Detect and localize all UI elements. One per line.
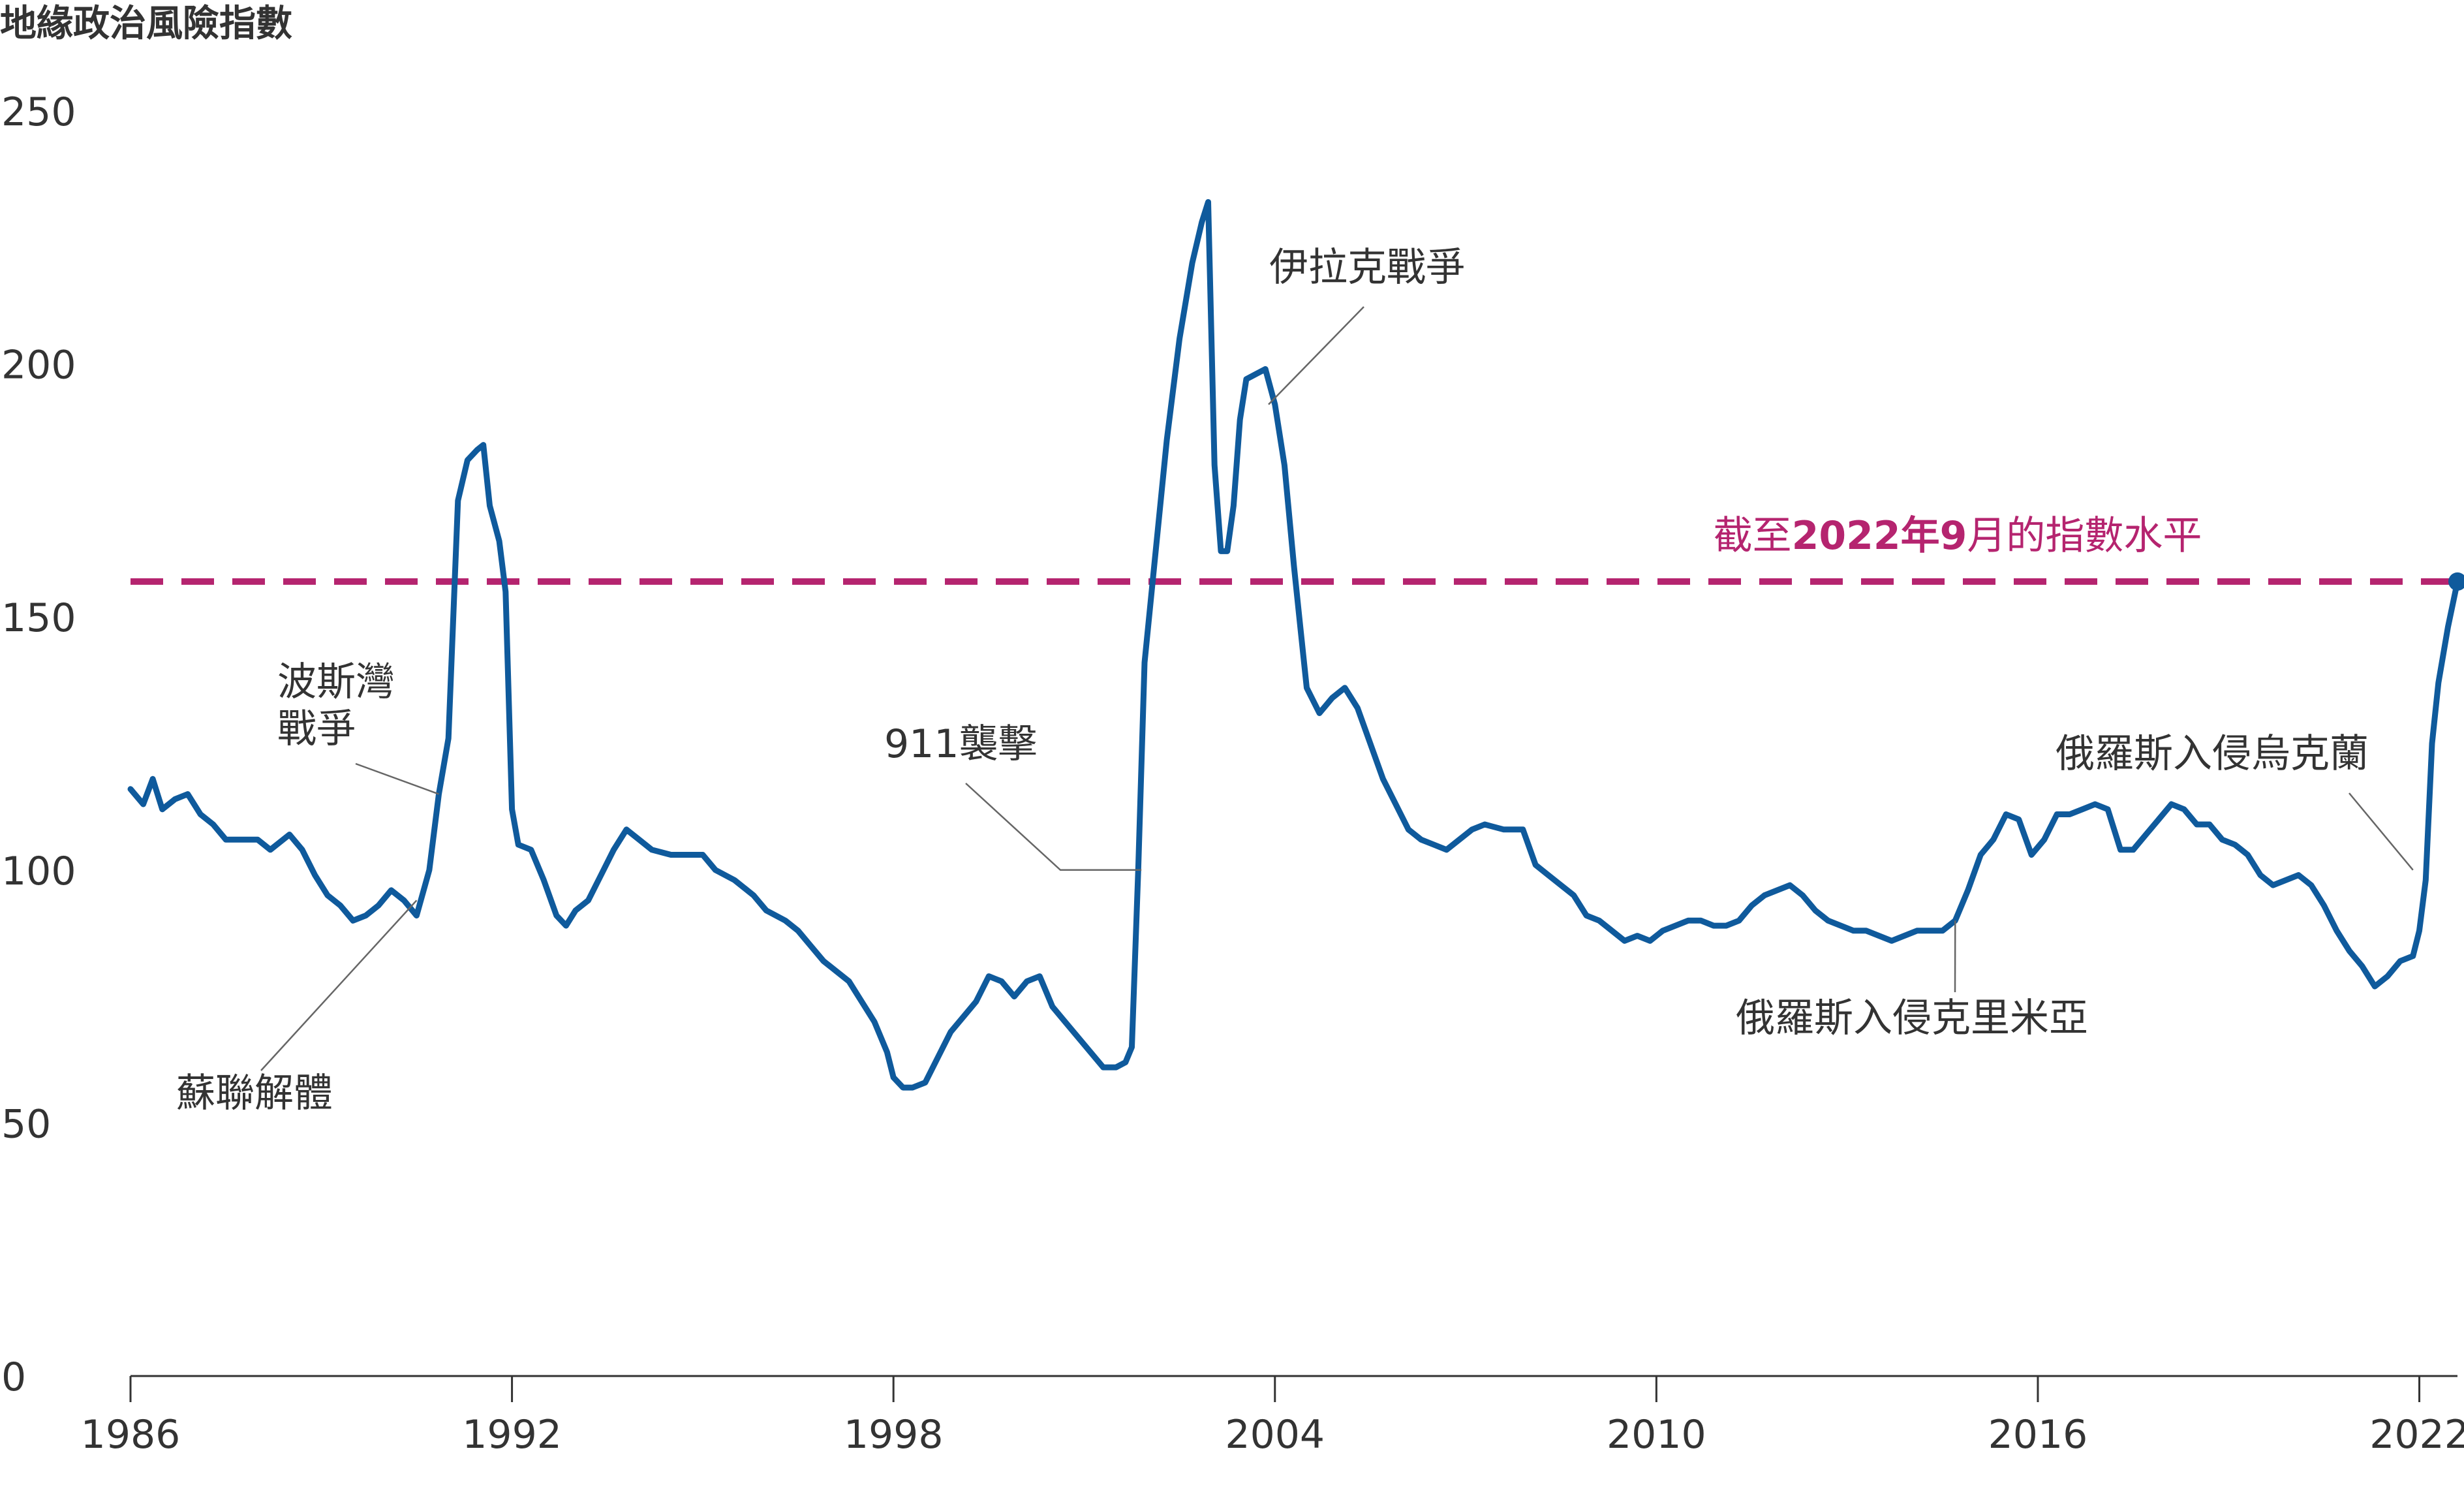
chart-title: 地緣政治風險指數 [0, 3, 292, 45]
annotation-gulf-war: 戰爭 [277, 706, 356, 752]
x-tick-label: 2010 [1607, 1412, 1706, 1458]
y-tick-label: 150 [1, 595, 76, 641]
annotation-911: 911襲擊 [884, 721, 1038, 767]
x-tick-label: 1998 [844, 1412, 944, 1458]
annotation-crimea: 俄羅斯入侵克里米亞 [1736, 995, 2088, 1041]
y-axis: 0 50 100 150 200 250 [1, 89, 76, 1400]
y-tick-label: 50 [1, 1101, 51, 1147]
reference-label-prefix: 截至 [1714, 513, 1792, 559]
reference-label-bold-part: 2022年9 [1792, 513, 1967, 559]
annotation-leader [260, 900, 418, 1071]
x-tick-label: 1992 [462, 1412, 562, 1458]
y-tick-label: 0 [1, 1354, 26, 1400]
x-tick-label: 2022 [2369, 1412, 2464, 1458]
reference-line-group: 截至2022年9月的指數水平 [131, 513, 2457, 585]
annotation-leader [355, 762, 439, 795]
annotation-iraq-war: 伊拉克戰爭 [1269, 245, 1465, 290]
series-group [127, 199, 2464, 1091]
x-tick-label: 1986 [81, 1412, 181, 1458]
y-tick-label: 100 [1, 849, 76, 894]
x-tick-label: 2016 [1988, 1412, 2088, 1458]
reference-label: 截至2022年9月的指數水平 [1714, 513, 2202, 559]
annotation-leader [1268, 306, 1364, 405]
annotation-leader [965, 783, 1142, 871]
x-tick-label: 2004 [1225, 1412, 1325, 1458]
y-tick-label: 200 [1, 343, 76, 388]
reference-label-suffix: 月的指數水平 [1967, 513, 2202, 559]
annotation-ussr: 蘇聯解體 [176, 1071, 333, 1116]
y-tick-label: 250 [1, 89, 76, 135]
series-end-point [2448, 572, 2464, 591]
annotation-ukraine: 俄羅斯入侵烏克蘭 [2056, 731, 2369, 777]
annotation-gulf-war: 波斯灣 [277, 659, 395, 705]
annotation-leader [2348, 792, 2414, 871]
x-axis: 1986 1992 1998 2004 2010 2016 2022 [81, 1375, 2464, 1458]
series-line [127, 199, 2461, 1091]
